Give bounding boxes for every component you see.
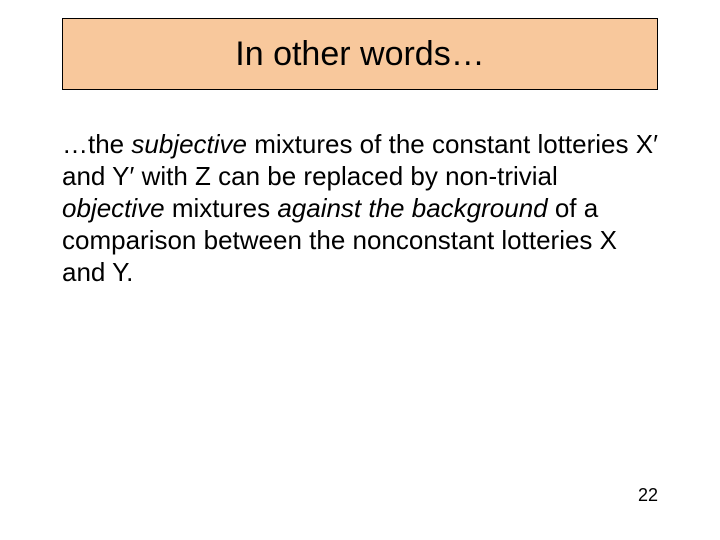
body-run-italic: subjective xyxy=(131,129,247,159)
body-paragraph: …the subjective mixtures of the constant… xyxy=(62,128,662,288)
body-run: mixtures xyxy=(165,193,278,223)
body-run-italic: objective xyxy=(62,193,165,223)
body-run: …the xyxy=(62,129,131,159)
body-run-italic: against the background xyxy=(277,193,547,223)
page-number: 22 xyxy=(638,485,658,506)
slide-title: In other words… xyxy=(235,35,484,74)
title-box: In other words… xyxy=(62,18,658,90)
